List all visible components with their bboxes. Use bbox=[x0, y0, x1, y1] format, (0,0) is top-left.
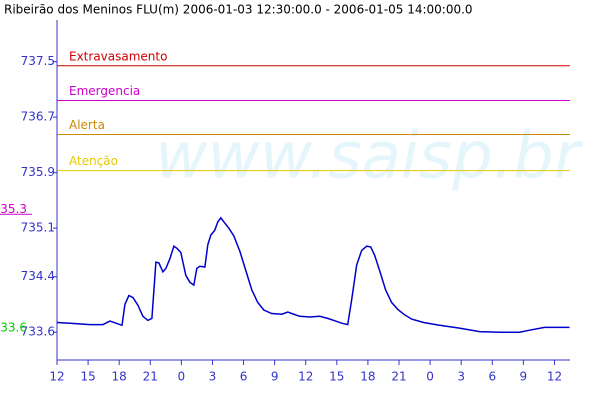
chart-title: Ribeirão dos Meninos FLU(m) 2006-01-03 1… bbox=[4, 3, 473, 17]
x-tick-label: 21 bbox=[391, 370, 406, 384]
x-tick-label: 12 bbox=[298, 370, 313, 384]
threshold-label: Atenção bbox=[69, 154, 118, 168]
x-tick-label: 9 bbox=[520, 370, 528, 384]
x-tick-label: 3 bbox=[457, 370, 465, 384]
y-tick-label: 735.1 bbox=[21, 221, 55, 235]
x-tick-label: 15 bbox=[80, 370, 95, 384]
min-marker-label: 733.6 bbox=[0, 321, 27, 335]
x-tick-label: 0 bbox=[426, 370, 434, 384]
threshold-label: Emergencia bbox=[69, 84, 140, 98]
series-line bbox=[56, 216, 570, 333]
x-tick-label: 0 bbox=[178, 370, 186, 384]
x-tick-label: 18 bbox=[360, 370, 375, 384]
x-tick-label: 12 bbox=[547, 370, 562, 384]
y-tick-label: 733.6 bbox=[21, 325, 55, 339]
x-tick-label: 15 bbox=[329, 370, 344, 384]
x-tick-label: 6 bbox=[488, 370, 496, 384]
y-tick-label: 737.5 bbox=[21, 54, 55, 68]
x-tick-label: 3 bbox=[209, 370, 217, 384]
threshold-label: Alerta bbox=[69, 118, 105, 132]
y-tick-label: 734.4 bbox=[21, 269, 55, 283]
threshold-label: Extravasamento bbox=[69, 49, 167, 63]
max-marker-label: 735.3 bbox=[0, 202, 27, 216]
x-tick-label: 18 bbox=[112, 370, 127, 384]
x-tick-label: 6 bbox=[240, 370, 248, 384]
y-tick-label: 735.9 bbox=[21, 165, 55, 179]
watermark: www.saisp.br bbox=[155, 120, 584, 194]
x-tick-label: 21 bbox=[143, 370, 158, 384]
x-tick-label: 9 bbox=[271, 370, 279, 384]
y-tick-label: 736.7 bbox=[21, 110, 55, 124]
x-tick-label: 12 bbox=[49, 370, 64, 384]
